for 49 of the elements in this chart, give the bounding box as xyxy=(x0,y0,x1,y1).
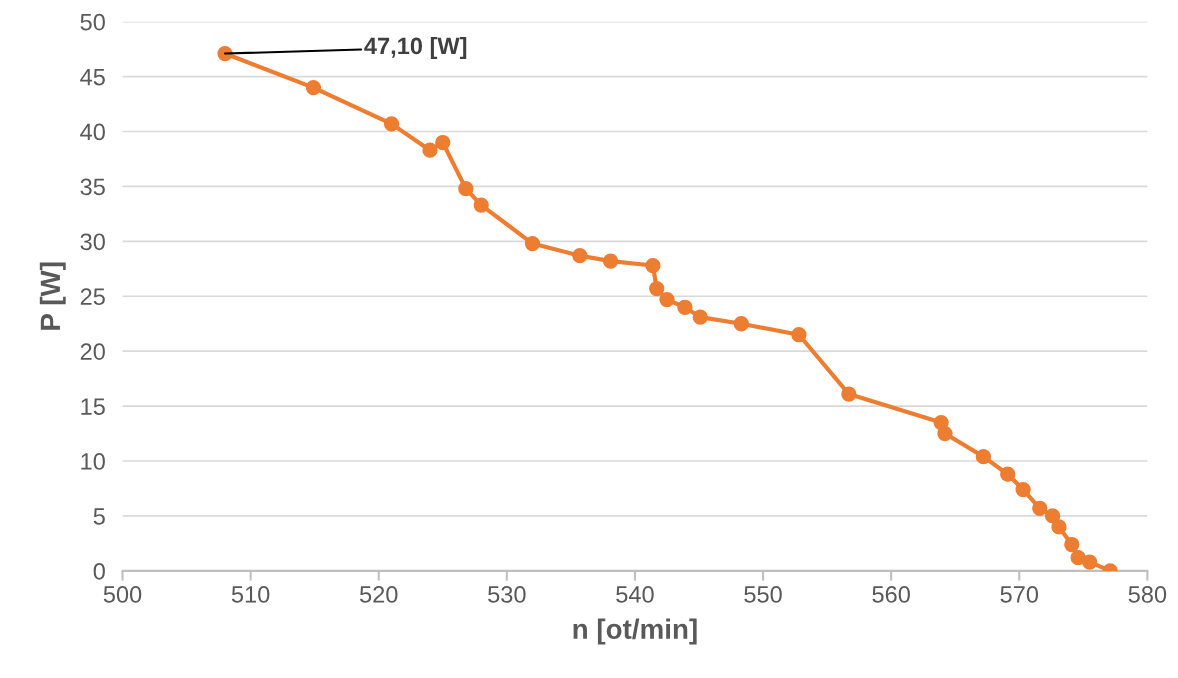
point xyxy=(458,181,474,197)
point xyxy=(383,116,400,132)
x-tick-label: 540 xyxy=(616,586,654,603)
y-tick-label: 10 xyxy=(81,453,105,470)
x-tick-label: 580 xyxy=(1128,586,1167,603)
point xyxy=(645,257,661,274)
y-tick-label: 50 xyxy=(80,13,105,31)
x-tick-label: 550 xyxy=(744,586,782,603)
y-tick-label: 30 xyxy=(80,233,105,251)
point xyxy=(572,248,588,264)
y-tick-label: 40 xyxy=(80,123,105,141)
x-tick-label: 500 xyxy=(103,586,142,603)
point xyxy=(602,253,619,269)
y-tick-label: 35 xyxy=(80,178,105,196)
point xyxy=(733,316,749,332)
point xyxy=(305,79,322,96)
x-tick-label: 560 xyxy=(872,586,910,603)
x-axis-title: n [ot/min] xyxy=(573,618,697,645)
point xyxy=(659,291,675,308)
annotation: 47,10 [W] xyxy=(364,36,467,59)
point xyxy=(692,309,708,325)
point xyxy=(524,235,541,252)
y-tick-label: 15 xyxy=(81,398,105,415)
point xyxy=(975,449,992,465)
x-tick-label: 510 xyxy=(231,586,270,603)
point xyxy=(1032,500,1048,516)
x-tick-label: 520 xyxy=(359,586,398,603)
point xyxy=(1044,508,1061,524)
point xyxy=(791,327,807,343)
y-tick-label: 25 xyxy=(80,288,105,306)
y-tick-label: 45 xyxy=(80,68,105,86)
point xyxy=(1082,554,1098,570)
point xyxy=(435,134,451,151)
point xyxy=(649,280,665,297)
point xyxy=(841,386,857,402)
point xyxy=(1051,519,1067,535)
point xyxy=(1064,536,1080,553)
point xyxy=(937,425,953,442)
point xyxy=(422,142,438,158)
x-tick-label: 530 xyxy=(488,586,526,603)
point xyxy=(1015,481,1031,498)
point xyxy=(473,197,489,213)
x-tick-label: 570 xyxy=(1000,586,1039,603)
y-axis-title: P [W] xyxy=(39,262,66,330)
point xyxy=(1000,466,1016,482)
y-tick-label: 0 xyxy=(93,562,105,580)
y-tick-label: 20 xyxy=(80,343,105,360)
point xyxy=(677,299,693,315)
y-tick-label: 5 xyxy=(93,508,105,525)
